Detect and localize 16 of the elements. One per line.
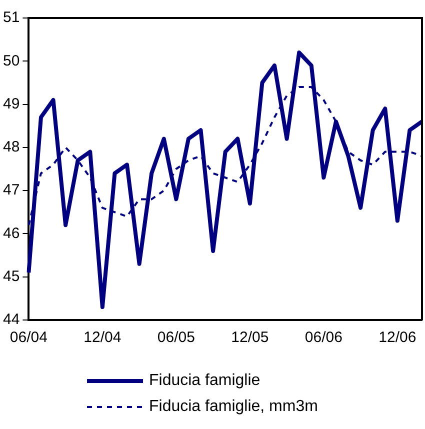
x-tick-label: 12/04: [84, 329, 122, 346]
x-tick-label: 06/06: [304, 329, 342, 346]
y-tick-label: 46: [2, 224, 20, 242]
y-tick-label: 47: [2, 182, 20, 199]
legend-label: Fiducia famiglie, mm3m: [149, 398, 318, 416]
y-tick-label: 48: [2, 138, 20, 156]
x-tick-label: 06/04: [10, 329, 48, 346]
x-tick-label: 06/05: [157, 329, 195, 346]
y-tick-label: 45: [2, 268, 20, 285]
x-tick-label: 12/06: [378, 329, 416, 346]
y-tick-label: 51: [2, 9, 20, 26]
y-tick-label: 50: [2, 52, 20, 70]
y-tick-label: 49: [2, 95, 20, 112]
legend-label: Fiducia famiglie: [149, 372, 260, 390]
x-tick-label: 12/05: [231, 329, 269, 346]
y-tick-label: 44: [2, 311, 20, 328]
